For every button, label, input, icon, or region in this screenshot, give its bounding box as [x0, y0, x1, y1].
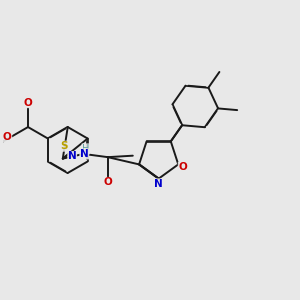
Text: O: O: [103, 178, 112, 188]
Text: N: N: [68, 152, 76, 161]
Text: S: S: [60, 141, 68, 151]
Text: N: N: [80, 149, 88, 159]
Text: O: O: [3, 132, 12, 142]
Text: H: H: [82, 144, 89, 154]
Text: N: N: [154, 179, 163, 189]
Text: O: O: [178, 162, 187, 172]
Text: O: O: [24, 98, 32, 108]
